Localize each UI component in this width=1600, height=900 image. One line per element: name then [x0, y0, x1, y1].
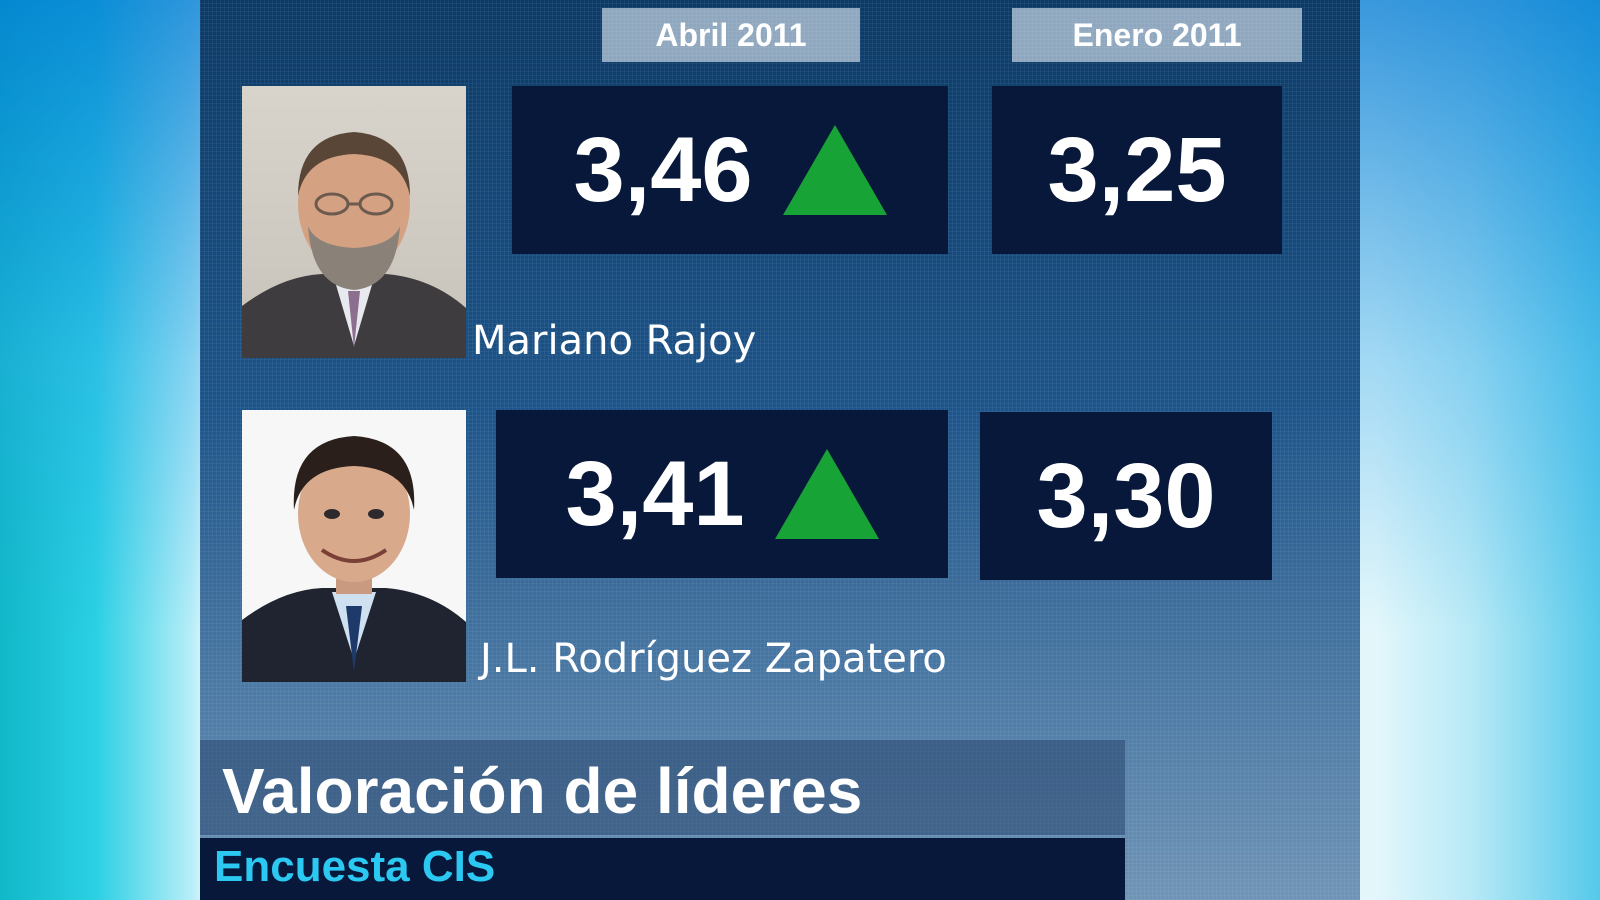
column-header-current: Abril 2011 — [602, 8, 860, 62]
leader-name-rajoy: Mariano Rajoy — [472, 318, 757, 364]
column-header-previous: Enero 2011 — [1012, 8, 1302, 62]
score-previous-rajoy: 3,25 — [992, 86, 1282, 254]
title-band — [200, 740, 1125, 835]
trend-up-icon — [774, 449, 879, 539]
leader-name-zapatero: J.L. Rodríguez Zapatero — [480, 636, 947, 682]
graphic-title: Valoración de líderes — [222, 755, 863, 827]
score-previous-zapatero: 3,30 — [980, 412, 1272, 580]
score-current-value: 3,41 — [565, 442, 745, 545]
leaders-rating-panel: Abril 2011 Enero 2011 3,46 3,25 Mariano … — [200, 0, 1360, 900]
score-current-value: 3,46 — [573, 118, 753, 221]
portrait-zapatero-image — [242, 436, 466, 682]
score-current-rajoy: 3,46 — [512, 86, 948, 254]
score-previous-value: 3,25 — [1047, 118, 1227, 221]
score-previous-value: 3,30 — [1036, 444, 1216, 547]
portrait-rajoy-image — [242, 132, 466, 358]
graphic-subtitle: Encuesta CIS — [214, 842, 496, 891]
score-current-zapatero: 3,41 — [496, 410, 948, 578]
leader-photo-zapatero — [242, 410, 466, 682]
leader-photo-rajoy — [242, 86, 466, 358]
trend-up-icon — [782, 125, 887, 215]
subtitle-band — [200, 838, 1125, 900]
